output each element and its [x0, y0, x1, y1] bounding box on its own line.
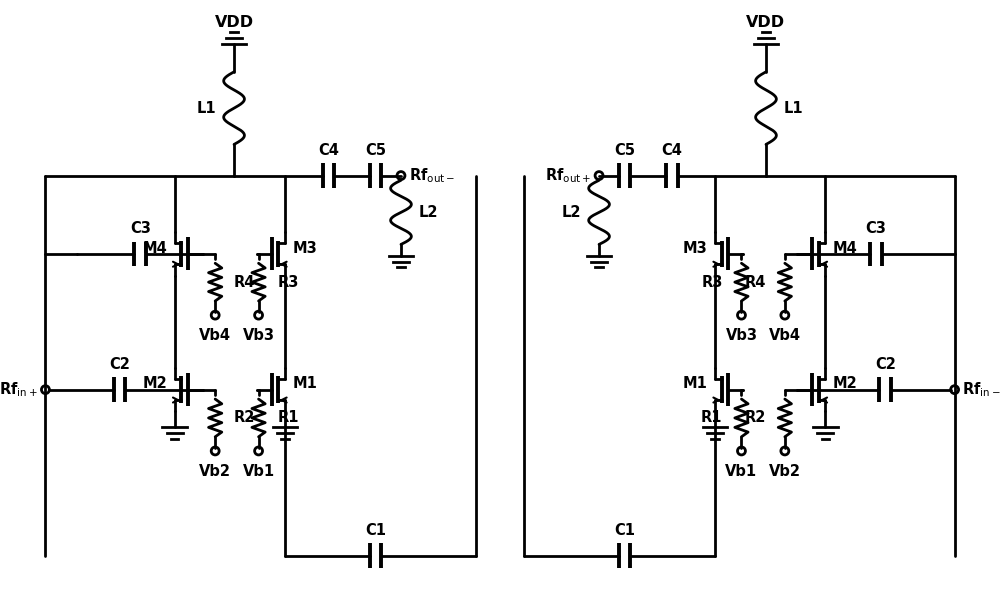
Text: R4: R4	[234, 274, 255, 290]
Text: C4: C4	[661, 143, 682, 157]
Text: R3: R3	[277, 274, 299, 290]
Text: R1: R1	[701, 411, 723, 425]
Text: M3: M3	[293, 241, 317, 256]
Text: C1: C1	[365, 523, 386, 538]
Text: M1: M1	[293, 376, 317, 392]
Text: VDD: VDD	[746, 15, 786, 30]
Text: M4: M4	[833, 241, 858, 256]
Text: C2: C2	[875, 357, 896, 371]
Text: C4: C4	[318, 143, 339, 157]
Text: Vb2: Vb2	[199, 464, 231, 479]
Text: C3: C3	[130, 221, 151, 236]
Text: Rf$_{\rm in+}$: Rf$_{\rm in+}$	[0, 380, 38, 399]
Text: R4: R4	[745, 274, 766, 290]
Text: C2: C2	[109, 357, 130, 371]
Text: M3: M3	[683, 241, 708, 256]
Text: Rf$_{\rm out+}$: Rf$_{\rm out+}$	[545, 166, 592, 185]
Text: C1: C1	[614, 523, 635, 538]
Text: R2: R2	[745, 411, 766, 425]
Text: Vb4: Vb4	[769, 328, 801, 343]
Text: Rf$_{\rm out-}$: Rf$_{\rm out-}$	[409, 166, 455, 185]
Text: M2: M2	[142, 376, 167, 392]
Text: M4: M4	[142, 241, 167, 256]
Text: C5: C5	[614, 143, 635, 157]
Text: VDD: VDD	[214, 15, 254, 30]
Text: M2: M2	[833, 376, 858, 392]
Text: Vb3: Vb3	[243, 328, 275, 343]
Text: L2: L2	[419, 205, 438, 220]
Text: Vb1: Vb1	[725, 464, 758, 479]
Text: L2: L2	[562, 205, 581, 220]
Text: R2: R2	[234, 411, 255, 425]
Text: Vb3: Vb3	[725, 328, 757, 343]
Text: C5: C5	[365, 143, 386, 157]
Text: R3: R3	[701, 274, 723, 290]
Text: Rf$_{\rm in-}$: Rf$_{\rm in-}$	[962, 380, 1000, 399]
Text: Vb1: Vb1	[243, 464, 275, 479]
Text: M1: M1	[683, 376, 708, 392]
Text: Vb4: Vb4	[199, 328, 231, 343]
Text: R1: R1	[277, 411, 299, 425]
Text: L1: L1	[784, 101, 804, 116]
Text: Vb2: Vb2	[769, 464, 801, 479]
Text: L1: L1	[197, 101, 216, 116]
Text: C3: C3	[865, 221, 886, 236]
